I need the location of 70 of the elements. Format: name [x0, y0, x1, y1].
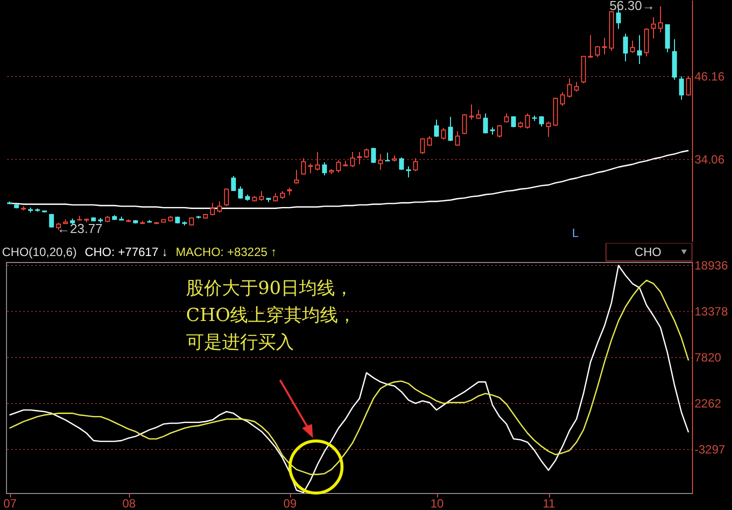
candlestick	[350, 151, 355, 168]
candlestick	[224, 188, 229, 207]
candlestick	[301, 158, 306, 176]
y-tick-label: 13378	[694, 304, 728, 319]
candlestick	[637, 34, 642, 64]
y-tick-label: -3297	[694, 442, 726, 456]
x-tick-label: 08	[122, 496, 136, 510]
y-tick-label: 7820	[694, 350, 722, 364]
candlestick	[623, 33, 628, 62]
candlestick	[469, 104, 474, 120]
candlestick	[455, 130, 460, 146]
candlestick	[462, 114, 467, 135]
x-tick-label: 07	[3, 496, 17, 510]
candlestick	[231, 176, 236, 191]
y-tick-label: 2262	[694, 396, 722, 410]
candlestick	[315, 151, 320, 171]
y-tick-label: 18936	[694, 258, 728, 273]
candlestick	[665, 24, 670, 53]
candlestick	[644, 28, 649, 57]
candlestick	[371, 147, 376, 164]
candlestick	[546, 121, 551, 138]
text: CHO: +77617 ↓	[84, 245, 168, 259]
candlestick	[210, 202, 215, 216]
annotation: 56.30→	[609, 0, 655, 13]
candlestick	[406, 166, 411, 178]
annotation: 股价大于90日均线，CHO线上穿其均线，可是进行买入	[186, 278, 356, 353]
candlestick	[357, 151, 362, 165]
candlestick	[378, 154, 383, 170]
candlestick	[539, 116, 544, 127]
candlestick	[294, 169, 299, 184]
x-tick-label: 10	[430, 496, 444, 510]
candlestick	[336, 160, 341, 174]
candlestick	[434, 119, 439, 138]
candlestick	[602, 37, 607, 55]
candlestick	[686, 76, 691, 96]
candlestick	[497, 124, 502, 138]
candlestick	[651, 16, 656, 39]
chart-title: CHO(10,20,6)	[2, 245, 77, 259]
candlestick	[441, 127, 446, 140]
candlestick	[427, 136, 432, 146]
candlestick	[413, 158, 418, 172]
candlestick	[525, 112, 530, 130]
candlestick	[217, 200, 222, 213]
annotation: L	[572, 226, 579, 240]
candlestick	[630, 40, 635, 54]
candlestick	[448, 116, 453, 142]
candlestick	[658, 6, 663, 33]
candlestick	[560, 92, 565, 106]
candlestick	[679, 76, 684, 100]
x-tick-label: 11	[542, 496, 556, 510]
candlestick	[567, 78, 572, 98]
candlestick	[595, 46, 600, 58]
candlestick	[574, 81, 579, 92]
candlestick	[49, 214, 54, 228]
text: CHO	[634, 245, 662, 259]
annotation: ←23.77	[57, 221, 103, 236]
y-tick-label: 46.16	[694, 69, 725, 84]
candlestick	[308, 163, 313, 174]
candlestick	[483, 112, 488, 134]
candlestick	[322, 162, 327, 176]
candlestick	[420, 138, 425, 154]
text: MACHO: +83225 ↑	[176, 245, 277, 259]
candlestick	[588, 34, 593, 58]
x-tick-label: 09	[283, 496, 297, 510]
candlestick	[238, 186, 243, 200]
candlestick	[399, 156, 404, 170]
y-tick-label: 34.06	[694, 152, 725, 167]
candlestick	[364, 148, 369, 159]
candlestick	[259, 190, 264, 202]
candlestick	[385, 152, 390, 162]
